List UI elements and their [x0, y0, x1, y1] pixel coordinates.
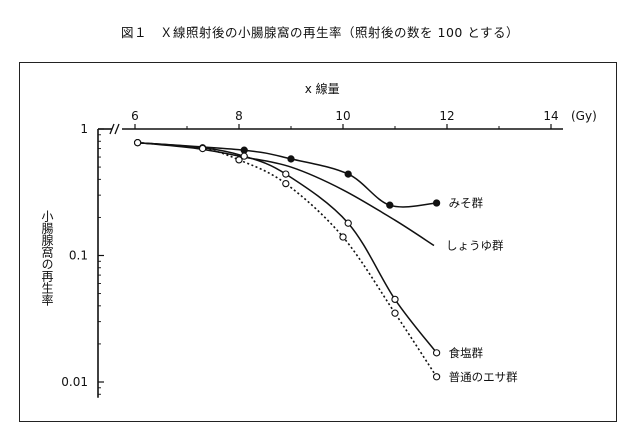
x-tick-label: 6 — [131, 109, 139, 123]
series-lines — [137, 141, 438, 378]
axes: 6 8 10 12 14 (Gy) x 線量 1 0.1 0.01 — [61, 81, 597, 398]
figure-title: 図１ Ｘ線照射後の小腸腺窩の再生率（照射後の数を 100 とする） — [121, 25, 519, 40]
data-point-3 — [391, 309, 399, 317]
data-point-3 — [432, 373, 441, 381]
data-point-3 — [339, 233, 347, 241]
data-point-2 — [240, 152, 248, 160]
data-point-3 — [235, 156, 243, 164]
axis-break-mark — [109, 123, 120, 135]
data-point-0 — [344, 170, 352, 178]
data-point-2 — [344, 219, 352, 227]
series-markers — [133, 139, 441, 381]
data-point-2 — [432, 349, 441, 357]
series-line-3 — [137, 141, 438, 378]
series-label-3: 普通のエサ群 — [449, 370, 518, 384]
data-point-2 — [391, 295, 399, 304]
y-tick-label: 0.1 — [69, 249, 88, 263]
chart-frame — [19, 62, 617, 422]
data-point-3 — [198, 144, 207, 153]
x-axis-label: x 線量 — [305, 81, 340, 96]
data-point-3 — [133, 139, 142, 147]
series-label-0: みそ群 — [449, 196, 484, 210]
x-tick-label: 14 — [543, 109, 558, 123]
data-point-0 — [287, 155, 295, 163]
data-point-0 — [432, 199, 441, 207]
x-tick-label: 10 — [335, 109, 350, 123]
y-axis-label: 小腸腺窩の再生率 — [40, 210, 54, 306]
x-tick-label: 8 — [235, 109, 243, 123]
x-tick-label: 12 — [439, 109, 454, 123]
data-point-3 — [282, 179, 290, 188]
series-label-1: しょうゆ群 — [446, 238, 504, 252]
series-label-2: 食塩群 — [449, 346, 484, 360]
data-point-0 — [386, 201, 394, 209]
y-tick-label: 1 — [80, 122, 88, 136]
y-tick-label: 0.01 — [61, 375, 88, 389]
data-point-2 — [282, 170, 290, 178]
x-axis-unit: (Gy) — [571, 109, 597, 123]
data-point-0 — [240, 146, 248, 154]
